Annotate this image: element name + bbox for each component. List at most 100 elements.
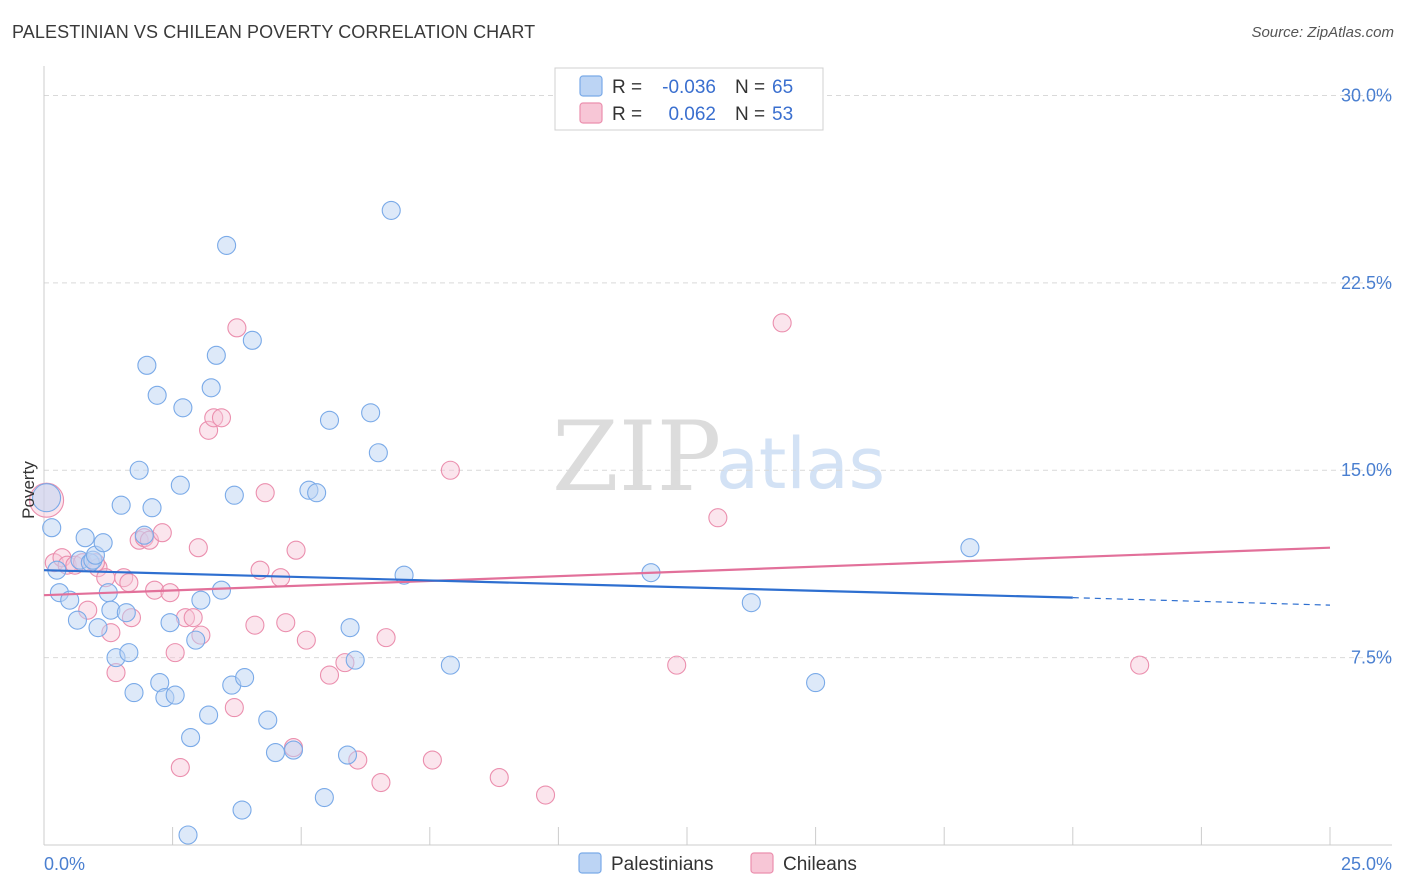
legend-n-value-pink: 53 <box>772 104 793 125</box>
legend-r-label-blue: R = <box>612 77 642 98</box>
chileans-point <box>440 460 460 480</box>
axes <box>43 66 1392 846</box>
chileans-point <box>371 772 391 793</box>
palestinians-point <box>206 345 226 365</box>
legend-r-value-pink: 0.062 <box>668 104 716 125</box>
series-legend: Palestinians Chileans <box>578 852 857 875</box>
palestinians-point <box>165 685 185 705</box>
palestinians-point <box>42 518 62 538</box>
legend-swatch-pink <box>579 102 603 124</box>
palestinians-point <box>265 743 286 763</box>
chileans-point <box>667 655 687 675</box>
palestinians-trend-line <box>43 569 1073 599</box>
palestinians-point <box>173 398 193 418</box>
palestinians-point <box>242 330 262 350</box>
watermark-atlas: atlas <box>716 423 885 505</box>
palestinians-point <box>440 655 460 675</box>
palestinians-point <box>258 710 278 730</box>
chileans-point <box>422 750 442 770</box>
palestinians-trend-extension <box>1072 597 1331 606</box>
gridlines <box>44 94 1392 659</box>
palestinians-point <box>307 483 327 503</box>
palestinians-point <box>217 235 237 255</box>
correlation-legend: R = -0.036 N = 65 R = 0.062 N = 53 <box>554 67 824 131</box>
chileans-point <box>276 613 296 633</box>
palestinians-point <box>142 498 162 518</box>
chileans-point <box>296 630 316 650</box>
chileans-point <box>286 540 306 560</box>
palestinians-point <box>147 385 167 405</box>
palestinians-point <box>381 200 401 220</box>
chileans-point <box>170 758 190 778</box>
bottom-legend-label-pink: Chileans <box>783 854 857 875</box>
palestinians-point <box>170 475 190 495</box>
chileans-point <box>535 785 556 805</box>
palestinians-point <box>67 610 87 630</box>
palestinians-point <box>116 603 136 623</box>
chileans-point <box>255 483 275 503</box>
chart-title: PALESTINIAN VS CHILEAN POVERTY CORRELATI… <box>12 22 536 42</box>
chileans-point <box>376 628 396 648</box>
palestinians-point <box>345 650 365 670</box>
palestinians-point <box>314 787 334 808</box>
palestinians-point <box>75 528 95 548</box>
palestinians-point <box>232 800 252 820</box>
watermark-zip: ZIP <box>552 401 721 513</box>
y-tick-labels: 30.0% 22.5% 15.0% 7.5% <box>1341 85 1392 667</box>
chileans-points <box>29 313 1150 805</box>
palestinians-point <box>199 705 219 725</box>
bottom-legend-swatch-blue <box>578 852 602 874</box>
chileans-point <box>183 608 203 628</box>
palestinians-point <box>235 668 255 688</box>
chileans-point <box>772 313 792 333</box>
bottom-legend-label-blue: Palestinians <box>611 854 713 875</box>
legend-r-value-blue: -0.036 <box>662 77 716 98</box>
palestinians-point <box>119 643 139 663</box>
palestinians-point <box>368 443 388 463</box>
chileans-point <box>165 643 185 663</box>
chileans-point <box>245 615 265 635</box>
palestinians-point <box>134 525 154 545</box>
chileans-point <box>152 523 172 543</box>
palestinians-point <box>806 673 826 693</box>
palestinians-point <box>129 460 149 480</box>
source-credit: Source: ZipAtlas.com <box>1251 24 1394 41</box>
x-tick-label-max: 25.0% <box>1341 854 1392 874</box>
chileans-point <box>708 508 728 528</box>
palestinians-point <box>111 495 131 515</box>
chileans-point <box>319 665 340 685</box>
palestinians-point <box>337 745 358 765</box>
chileans-point <box>211 408 232 428</box>
palestinians-point <box>340 618 360 638</box>
chileans-point <box>119 573 139 593</box>
palestinians-point <box>319 410 340 430</box>
palestinians-point <box>93 533 113 553</box>
palestinians-point <box>88 618 108 638</box>
chileans-point <box>204 408 224 428</box>
palestinians-point <box>60 590 80 610</box>
palestinians-point <box>32 483 62 513</box>
palestinians-point <box>160 613 180 633</box>
y-tick-label: 22.5% <box>1341 273 1392 293</box>
palestinians-point <box>124 683 144 703</box>
palestinians-point <box>224 485 244 505</box>
palestinians-point <box>960 538 980 558</box>
chileans-point <box>224 698 244 718</box>
palestinians-point <box>181 728 201 748</box>
palestinians-point <box>191 590 211 610</box>
palestinians-points <box>32 200 980 845</box>
legend-n-value-blue: 65 <box>772 77 793 98</box>
palestinians-point <box>283 740 304 760</box>
legend-n-label-pink: N = <box>735 104 765 125</box>
chileans-point <box>188 538 208 558</box>
legend-r-label-pink: R = <box>612 104 642 125</box>
chileans-trend-line <box>43 546 1331 597</box>
palestinians-point <box>211 580 232 600</box>
x-tick-label-min: 0.0% <box>44 854 85 874</box>
chileans-point <box>160 583 180 603</box>
palestinians-point <box>361 403 381 423</box>
bottom-legend-swatch-pink <box>750 852 774 874</box>
chileans-point <box>227 318 247 338</box>
palestinians-point <box>201 378 221 398</box>
